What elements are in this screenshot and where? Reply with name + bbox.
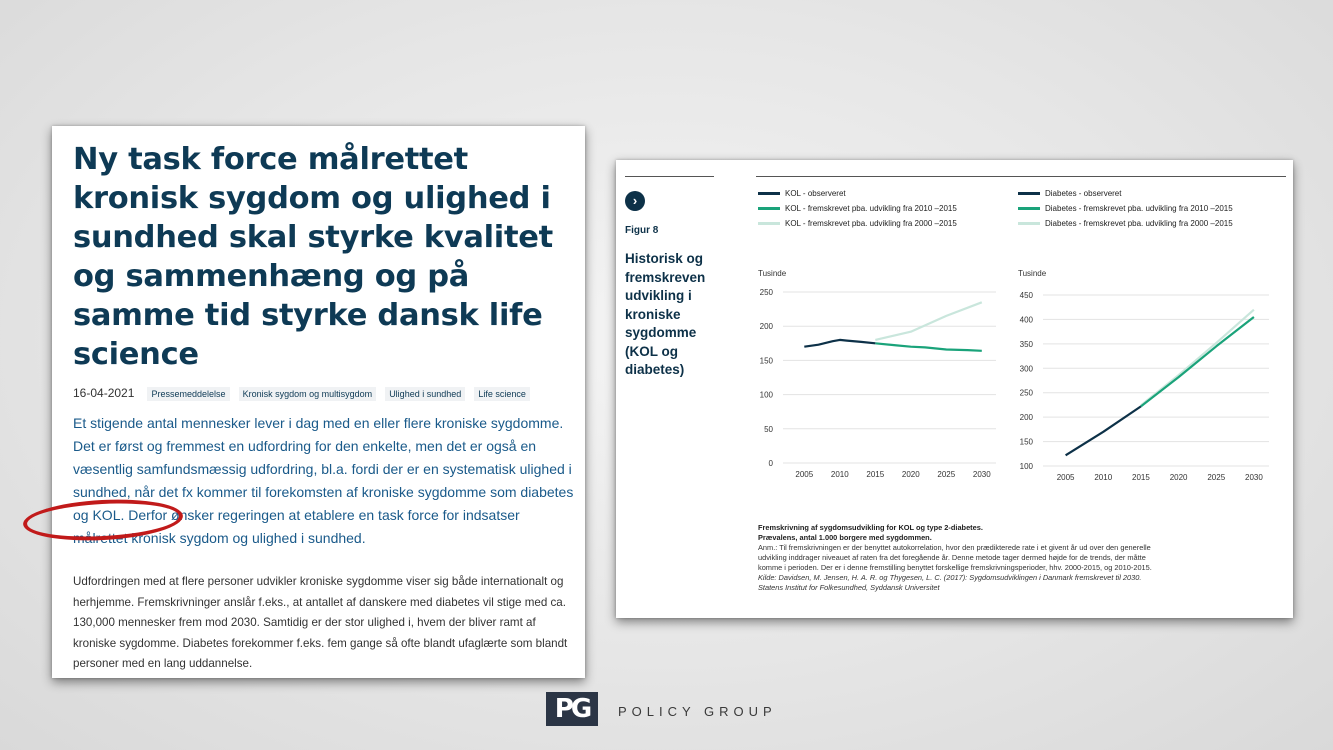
- y-tick-label: 400: [1020, 315, 1034, 324]
- article-title: Ny task force målrettet kronisk sygdom o…: [73, 142, 553, 372]
- x-tick-label: 2030: [973, 470, 991, 479]
- y-axis-label: Tusinde: [758, 269, 787, 278]
- tag-ulighed[interactable]: Ulighed i sundhed: [385, 387, 466, 401]
- y-tick-label: 250: [760, 288, 774, 297]
- x-tick-label: 2005: [1057, 473, 1075, 482]
- legend-swatch: [758, 207, 780, 211]
- x-tick-label: 2025: [937, 470, 955, 479]
- caption-subtitle: Prævalens, antal 1.000 borgere med sygdo…: [758, 533, 932, 542]
- legend-label: Diabetes - fremskrevet pba. udvikling fr…: [1045, 219, 1233, 228]
- article-card: Ny task force målrettet kronisk sygdom o…: [52, 126, 585, 678]
- y-tick-label: 450: [1020, 291, 1034, 300]
- legend-swatch: [1018, 207, 1040, 211]
- tag-life-science[interactable]: Life science: [474, 387, 530, 401]
- diabetes-chart: Tusinde 100 150 200 250 300 350 400 450 2005 2010 2…: [1018, 269, 1269, 482]
- figure-label: Figur 8: [625, 225, 659, 236]
- caption-source: Kilde: Davidsen, M. Jensen, H. A. R. og …: [758, 573, 1142, 592]
- legend-swatch: [1018, 192, 1040, 196]
- y-tick-label: 150: [760, 356, 774, 365]
- tag-kronisk-sygdom[interactable]: Kronisk sygdom og multisygdom: [238, 387, 377, 401]
- arrow-right-icon: ›: [625, 191, 645, 211]
- y-tick-label: 200: [760, 322, 774, 331]
- tag-pressemeddelelse[interactable]: Pressemeddelelse: [147, 387, 230, 401]
- legend-swatch: [758, 222, 780, 226]
- legend-item: KOL - observeret: [758, 189, 957, 204]
- divider: [756, 176, 1286, 177]
- legend-swatch: [758, 192, 780, 196]
- series-line: [804, 338, 876, 348]
- caption-title: Fremskrivning af sygdomsudvikling for KO…: [758, 523, 983, 532]
- legend-item: Diabetes - fremskrevet pba. udvikling fr…: [1018, 219, 1233, 234]
- caption-note: Anm.: Til fremskrivningen er der benytte…: [758, 543, 1152, 572]
- series-line: [1065, 405, 1142, 457]
- y-tick-label: 250: [1020, 389, 1034, 398]
- legend-item: Diabetes - observeret: [1018, 189, 1233, 204]
- x-tick-label: 2025: [1207, 473, 1225, 482]
- x-tick-label: 2010: [1094, 473, 1112, 482]
- legend-label: Diabetes - fremskrevet pba. udvikling fr…: [1045, 204, 1233, 213]
- divider: [625, 176, 714, 177]
- series-line: [875, 301, 983, 341]
- figure-caption: Fremskrivning af sygdomsudvikling for KO…: [758, 523, 1158, 593]
- x-tick-label: 2010: [831, 470, 849, 479]
- x-tick-label: 2015: [866, 470, 884, 479]
- y-tick-label: 50: [764, 425, 773, 434]
- y-tick-label: 350: [1020, 340, 1034, 349]
- x-tick-label: 2005: [795, 470, 813, 479]
- y-tick-label: 0: [769, 459, 774, 468]
- x-tick-label: 2015: [1132, 473, 1150, 482]
- kol-chart: Tusinde 0 50 100 150 200 250 2005 2010 2015 2020 20…: [758, 269, 996, 479]
- legend-swatch: [1018, 222, 1040, 226]
- legend-label: KOL - observeret: [785, 189, 846, 198]
- legend-item: Diabetes - fremskrevet pba. udvikling fr…: [1018, 204, 1233, 219]
- series-line: [1140, 308, 1255, 407]
- article-meta: 16-04-2021 Pressemeddelelse Kronisk sygd…: [73, 386, 536, 401]
- series-line: [1140, 316, 1255, 408]
- y-tick-label: 100: [760, 391, 774, 400]
- figure-title: Historisk og fremskreven udvikling i kro…: [625, 251, 706, 377]
- article-lead: Et stigende antal mennesker lever i dag …: [73, 415, 574, 546]
- y-tick-label: 300: [1020, 364, 1034, 373]
- logo-wordmark: POLICY GROUP: [618, 704, 777, 719]
- x-tick-label: 2020: [1170, 473, 1188, 482]
- legend-diabetes: Diabetes - observeret Diabetes - fremskr…: [1018, 189, 1233, 234]
- series-line: [875, 342, 982, 352]
- logo-mark: PG: [546, 692, 598, 726]
- figure-card: › Figur 8 Historisk og fremskreven udvik…: [616, 160, 1293, 618]
- article-body: Udfordringen med at flere personer udvik…: [73, 575, 568, 670]
- x-tick-label: 2020: [902, 470, 920, 479]
- x-tick-label: 2030: [1245, 473, 1263, 482]
- article-date: 16-04-2021: [73, 386, 135, 400]
- policy-group-logo: PG POLICY GROUP: [546, 692, 826, 732]
- y-tick-label: 150: [1020, 438, 1034, 447]
- legend-item: KOL - fremskrevet pba. udvikling fra 201…: [758, 204, 957, 219]
- legend-kol: KOL - observeret KOL - fremskrevet pba. …: [758, 189, 957, 234]
- y-tick-label: 100: [1020, 462, 1034, 471]
- y-tick-label: 200: [1020, 413, 1034, 422]
- legend-label: Diabetes - observeret: [1045, 189, 1122, 198]
- y-axis-label: Tusinde: [1018, 269, 1047, 278]
- legend-label: KOL - fremskrevet pba. udvikling fra 201…: [785, 204, 957, 213]
- legend-label: KOL - fremskrevet pba. udvikling fra 200…: [785, 219, 957, 228]
- legend-item: KOL - fremskrevet pba. udvikling fra 200…: [758, 219, 957, 234]
